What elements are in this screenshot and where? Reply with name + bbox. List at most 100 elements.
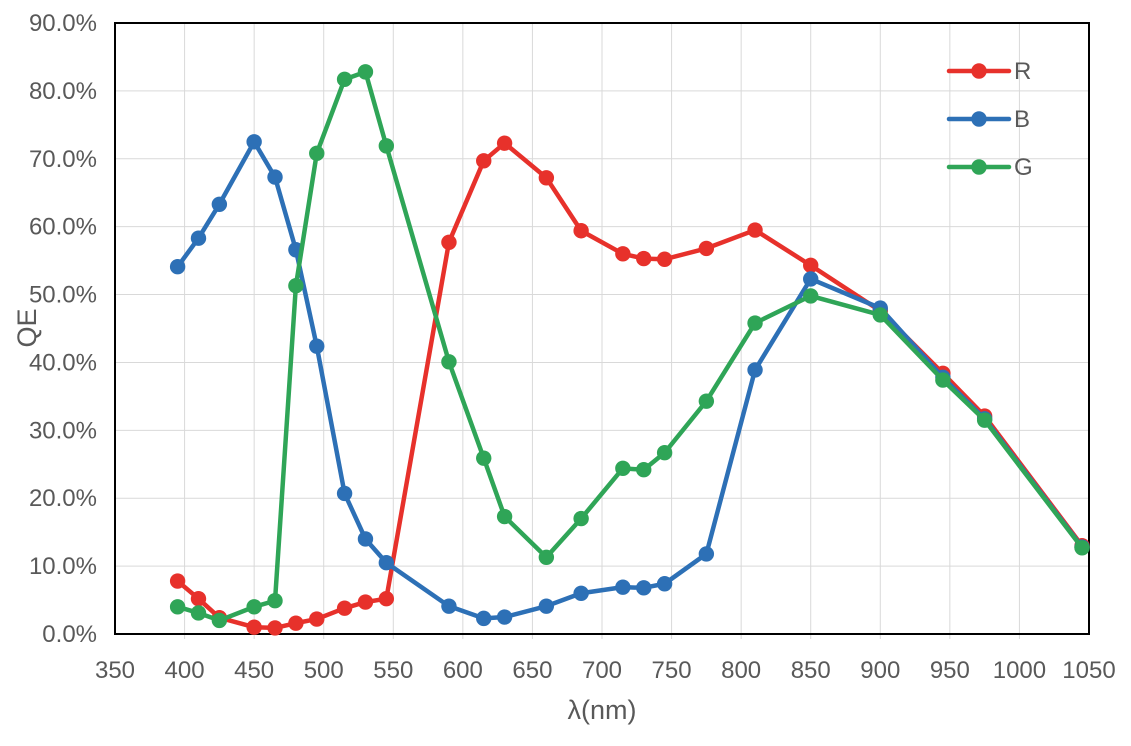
x-tick-label: 1050 [1062, 657, 1115, 684]
series-layer [169, 64, 1090, 636]
x-tick-label: 550 [373, 657, 413, 684]
data-point-B [336, 485, 353, 502]
y-tick-label: 30.0% [29, 417, 97, 444]
legend-marker-icon [971, 63, 987, 79]
data-point-R [615, 246, 631, 262]
data-point-R [336, 600, 353, 616]
x-tick-label: 650 [512, 657, 552, 684]
legend-marker-icon [971, 159, 987, 175]
legend-marker-icon [971, 111, 987, 127]
series-G [169, 64, 1090, 629]
legend-item-G: G [946, 154, 1033, 181]
x-tick-label: 350 [95, 657, 135, 684]
data-point-G [976, 412, 993, 428]
data-point-R [476, 153, 492, 169]
data-point-G [573, 510, 589, 527]
data-point-B [636, 580, 652, 596]
x-tick-label: 500 [304, 657, 344, 684]
data-point-B [476, 610, 492, 627]
data-point-R [309, 611, 325, 627]
legend-item-B: B [946, 106, 1030, 133]
data-point-G [246, 599, 262, 615]
y-tick-label: 60.0% [29, 214, 97, 241]
data-point-B [267, 169, 283, 185]
data-point-G [538, 549, 555, 565]
data-point-R [288, 615, 304, 631]
data-point-B [309, 338, 325, 354]
x-tick-label: 850 [791, 657, 831, 684]
y-axis-title: QE [12, 308, 42, 347]
x-axis-title: λ(nm) [568, 695, 637, 725]
x-tick-label: 400 [165, 657, 205, 684]
data-point-G [872, 307, 888, 323]
data-point-G [169, 599, 186, 615]
data-point-R [378, 590, 395, 607]
y-tick-label: 40.0% [29, 349, 97, 376]
plot-border [114, 22, 1090, 635]
data-point-B [747, 362, 763, 378]
data-point-B [538, 598, 555, 614]
data-point-B [803, 271, 819, 287]
data-point-G [357, 64, 374, 80]
data-point-B [378, 555, 395, 571]
data-point-G [698, 393, 715, 409]
y-tick-label: 10.0% [29, 553, 97, 580]
data-point-R [656, 251, 673, 267]
data-point-G [747, 315, 763, 331]
data-point-R [357, 594, 374, 610]
legend-label: R [1014, 58, 1031, 85]
data-point-G [476, 450, 492, 466]
y-tick-label: 80.0% [29, 78, 97, 105]
data-point-G [636, 462, 652, 478]
y-tick-label: 0.0% [42, 621, 97, 648]
data-point-R [190, 590, 207, 607]
data-point-R [698, 240, 715, 257]
data-point-G [309, 145, 325, 162]
data-point-G [803, 288, 819, 304]
legend: RBG [946, 58, 1033, 181]
data-point-B [169, 259, 186, 275]
data-point-R [538, 170, 555, 186]
data-point-R [636, 250, 652, 267]
x-tick-label: 900 [860, 657, 900, 684]
data-point-R [246, 619, 262, 635]
data-point-G [656, 445, 673, 461]
data-point-R [169, 573, 186, 589]
data-point-G [211, 612, 228, 629]
data-point-B [441, 598, 457, 614]
gridlines [115, 23, 1089, 639]
data-point-B [190, 230, 207, 246]
y-tick-label: 20.0% [29, 485, 97, 512]
data-point-R [496, 135, 513, 151]
x-tick-label: 750 [652, 657, 692, 684]
data-point-B [211, 196, 228, 212]
data-point-G [935, 372, 951, 388]
legend-label: G [1014, 154, 1033, 181]
data-point-R [747, 222, 763, 238]
data-point-G [267, 593, 283, 609]
data-point-G [190, 605, 207, 621]
x-tick-label: 600 [443, 657, 483, 684]
data-point-B [357, 531, 374, 547]
x-tick-label: 800 [721, 657, 761, 684]
data-point-B [573, 585, 589, 601]
data-point-B [656, 576, 673, 592]
legend-item-R: R [946, 58, 1031, 85]
data-point-R [573, 223, 589, 239]
y-tick-label: 70.0% [29, 146, 97, 173]
data-point-B [615, 579, 631, 595]
data-point-R [441, 234, 457, 250]
data-point-B [496, 609, 513, 625]
data-point-R [803, 257, 819, 274]
y-tick-label: 90.0% [29, 10, 97, 37]
data-point-G [441, 354, 457, 370]
data-point-G [1074, 540, 1090, 556]
x-tick-label: 1000 [993, 657, 1046, 684]
data-point-G [336, 71, 353, 88]
tick-labels: 0.0% 10.0% 20.0% 30.0% 40.0% 50.0% 60.0% 70.0% 8… [29, 10, 1116, 684]
data-point-G [615, 460, 631, 477]
data-point-G [288, 278, 304, 294]
data-point-B [698, 546, 715, 562]
